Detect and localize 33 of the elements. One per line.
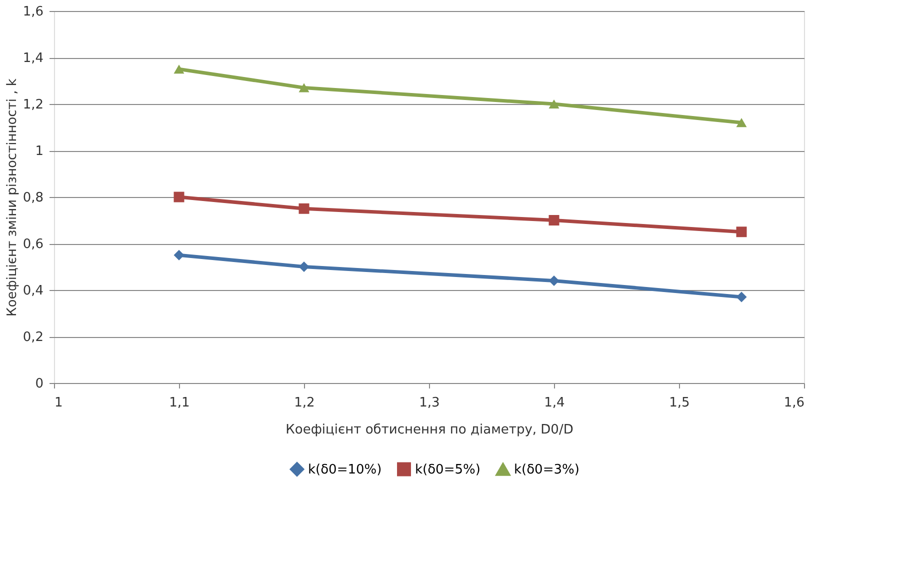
point <box>548 275 560 286</box>
x-tick-label: 1,2 <box>294 396 315 410</box>
y-tick-label: 1,4 <box>22 51 44 66</box>
y-tick-label: 0 <box>35 376 44 392</box>
legend-label: k(δ0=3%) <box>514 462 580 478</box>
point <box>548 99 560 109</box>
x-tick-label: 1,5 <box>669 396 690 410</box>
y-tick-label: 1,2 <box>22 98 44 112</box>
y-axis-title: Коефіцієнт зміни різностінності , k <box>4 78 20 316</box>
point <box>736 226 747 238</box>
legend-label: k(δ0=10%) <box>308 462 382 478</box>
point <box>174 250 184 260</box>
y-tick-label: 0,2 <box>22 330 44 345</box>
point <box>548 215 560 226</box>
point <box>298 83 310 92</box>
y-tick-label: 1,6 <box>22 4 44 20</box>
point <box>736 292 747 302</box>
x-tick-label: 1 <box>54 396 63 410</box>
point <box>174 192 184 202</box>
point <box>298 203 310 214</box>
y-tick-label: 0,4 <box>22 284 44 298</box>
x-axis-title: Коефіцієнт обтиснення по діаметру, D0/D <box>286 422 574 438</box>
point <box>174 64 184 74</box>
x-tick-label: 1,3 <box>419 396 440 410</box>
legend-label: k(δ0=5%) <box>415 462 480 478</box>
y-tick-label: 0,6 <box>22 237 44 252</box>
point <box>736 118 747 128</box>
y-tick-label: 0,8 <box>22 190 44 206</box>
x-tick-label: 1,1 <box>169 396 190 410</box>
x-tick-label: 1,4 <box>544 396 565 410</box>
point <box>298 262 310 272</box>
y-tick-label: 1 <box>35 144 44 159</box>
x-tick-label: 1,6 <box>784 396 804 410</box>
